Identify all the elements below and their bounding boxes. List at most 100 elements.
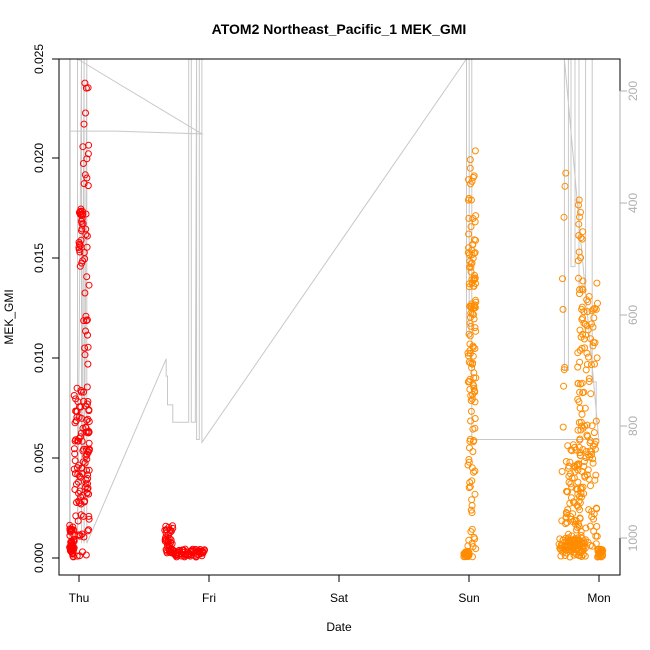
data-point (77, 429, 85, 437)
data-point (590, 314, 598, 322)
data-point (84, 398, 92, 405)
data-point (589, 459, 597, 467)
data-point (77, 493, 85, 501)
data-point (69, 523, 77, 531)
data-point (588, 422, 596, 430)
data-point (84, 150, 92, 158)
data-point (472, 236, 479, 244)
data-point (579, 330, 587, 338)
y-tick-label: 0.020 (32, 143, 46, 173)
data-point (580, 308, 588, 316)
data-point (566, 458, 574, 466)
data-point (587, 482, 594, 490)
data-point (467, 196, 475, 204)
data-point (465, 548, 473, 556)
data-point (587, 390, 595, 398)
data-point (561, 182, 569, 190)
data-point (580, 490, 588, 498)
data-point (566, 553, 574, 561)
data-point (588, 451, 595, 458)
data-point (74, 517, 82, 525)
data-point (592, 417, 600, 425)
data-point (79, 257, 87, 265)
data-point (567, 494, 575, 502)
data-point (599, 547, 607, 555)
data-point (570, 536, 578, 544)
data-point (578, 285, 586, 293)
data-point (589, 455, 597, 463)
data-point (561, 363, 569, 371)
data-point (471, 424, 479, 432)
data-point (80, 180, 88, 188)
data-point (579, 286, 587, 294)
data-point (70, 392, 78, 399)
data-point (85, 515, 93, 523)
data-point (583, 349, 591, 357)
y-tick-label: 0.025 (32, 44, 46, 74)
data-point (70, 537, 78, 545)
data-point (469, 173, 477, 181)
data-point (77, 388, 85, 396)
data-point (562, 169, 570, 177)
data-point (578, 303, 586, 311)
data-point (471, 398, 479, 406)
data-point (78, 437, 86, 445)
data-point (575, 443, 583, 451)
y-tick-label: 0.000 (32, 543, 46, 573)
data-point (83, 316, 91, 324)
data-point (82, 327, 89, 335)
data-point (472, 212, 480, 220)
data-point (167, 536, 175, 544)
data-point (470, 311, 477, 319)
data-point (470, 236, 478, 244)
data-point (585, 375, 593, 383)
data-point (576, 404, 584, 412)
data-point (560, 382, 568, 390)
data-point (468, 477, 476, 485)
data-point (469, 448, 477, 456)
data-point (470, 249, 478, 257)
data-point (83, 416, 90, 424)
data-point (559, 423, 567, 431)
data-point (592, 437, 600, 445)
data-point (73, 384, 81, 392)
data-point (167, 539, 175, 547)
data-point (574, 478, 582, 486)
data-point (470, 384, 478, 392)
data-point (199, 548, 207, 556)
data-point (81, 351, 89, 359)
data-point (580, 388, 588, 396)
data-point (587, 361, 595, 369)
data-point (73, 552, 81, 560)
data-point (85, 466, 93, 474)
data-point (592, 471, 600, 479)
data-point (470, 437, 478, 444)
data-point (84, 343, 92, 351)
data-point (583, 421, 591, 429)
data-point (79, 512, 87, 520)
secondary-y-axis: 200 400 600 800 1000 (619, 81, 640, 551)
data-point (83, 485, 91, 493)
data-point (470, 274, 478, 282)
data-point (466, 319, 474, 327)
data-point (563, 537, 571, 545)
data-point (471, 490, 479, 498)
data-point (82, 551, 90, 559)
data-point (576, 451, 584, 459)
data-point (81, 79, 89, 87)
data-point (581, 404, 589, 412)
data-point (84, 475, 92, 482)
x-axis-label: Date (326, 620, 352, 634)
data-point (471, 147, 479, 155)
data-point (77, 433, 84, 441)
data-point (576, 213, 583, 221)
data-point (576, 358, 584, 366)
data-point (81, 497, 89, 505)
data-point (577, 531, 585, 539)
data-point (469, 380, 477, 388)
data-point (578, 379, 586, 387)
data-point (467, 322, 475, 330)
y2-tick-label: 200 (626, 81, 640, 101)
data-point (83, 273, 91, 281)
